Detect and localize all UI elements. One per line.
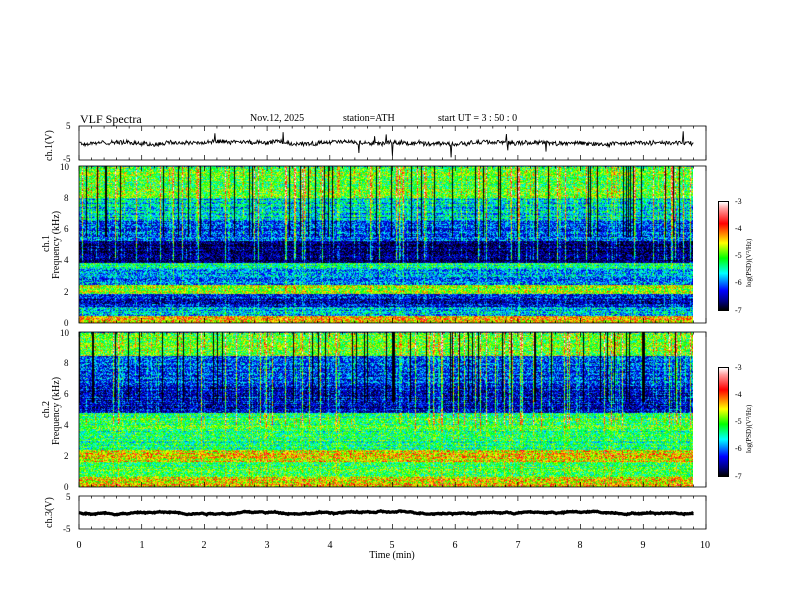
x-tick-1: 1 <box>140 540 145 551</box>
x-axis-label: Time (min) <box>369 550 414 561</box>
ch1-channel-label: ch.1 <box>41 235 52 252</box>
cbar1-tick-m5: -5 <box>735 251 742 260</box>
x-tick-3: 3 <box>265 540 270 551</box>
ch1-freq-tick-4: 4 <box>64 255 69 265</box>
ch1-freq-tick-6: 6 <box>64 224 69 234</box>
ch2-spectrogram-image <box>79 332 693 487</box>
x-tick-7: 7 <box>516 540 521 551</box>
x-tick-0: 0 <box>77 540 82 551</box>
chart-title: VLF Spectra <box>80 112 142 126</box>
ch2-colorbar <box>718 367 729 477</box>
x-tick-8: 8 <box>578 540 583 551</box>
ch1-voltage-ylabel: ch.1(V) <box>44 130 55 161</box>
ch1-spectrogram-image <box>79 166 693 323</box>
ch2-colorbar-label: log(PSD)(V²/Hz) <box>745 404 753 453</box>
cbar1-tick-m6: -6 <box>735 278 742 287</box>
ch2-spectrogram-frame <box>78 331 707 488</box>
ch2-freq-tick-2: 2 <box>64 451 69 461</box>
ch2-channel-label: ch.2 <box>41 401 52 418</box>
ch1-freq-ylabel: Frequency (kHz) <box>51 211 62 279</box>
cbar2-tick-m4: -4 <box>735 390 742 399</box>
x-tick-10: 10 <box>700 540 710 551</box>
station-label: station=ATH <box>343 113 395 124</box>
cbar2-tick-m5: -5 <box>735 417 742 426</box>
ch3-ytick-5: 5 <box>66 492 71 502</box>
ch3-voltage-ylabel: ch.3(V) <box>44 497 55 528</box>
ch2-freq-ticklabels: 0 2 4 6 8 10 <box>60 328 70 492</box>
cbar2-tick-m6: -6 <box>735 444 742 453</box>
ch3-voltage-trace <box>78 508 694 517</box>
ch2-freq-tick-10: 10 <box>60 328 70 338</box>
ch2-freq-ylabel: Frequency (kHz) <box>51 377 62 445</box>
ch1-colorbar-label: log(PSD)(V²/Hz) <box>745 238 753 287</box>
ch1-spectrogram-frame <box>78 165 707 324</box>
ch2-freq-tick-4: 4 <box>64 420 69 430</box>
ch3-ytick-neg5: -5 <box>63 524 71 534</box>
cbar1-tick-m4: -4 <box>735 224 742 233</box>
ch1-ytick-5: 5 <box>66 121 71 131</box>
cbar2-tick-m7: -7 <box>735 472 742 481</box>
x-tick-4: 4 <box>328 540 333 551</box>
x-tick-9: 9 <box>641 540 646 551</box>
start-time-label: start UT = 3 : 50 : 0 <box>438 113 518 124</box>
ch1-ytick-neg5: -5 <box>63 154 71 164</box>
ch2-freq-tick-6: 6 <box>64 389 69 399</box>
ch1-freq-tick-8: 8 <box>64 193 69 203</box>
cbar1-tick-m7: -7 <box>735 306 742 315</box>
x-tick-2: 2 <box>202 540 207 551</box>
x-tick-5: 5 <box>390 540 395 551</box>
axis-ticks <box>78 126 707 529</box>
ch2-freq-tick-8: 8 <box>64 358 69 368</box>
ch1-freq-tick-2: 2 <box>64 287 69 297</box>
ch1-freq-tick-10: 10 <box>60 162 70 172</box>
ch1-colorbar <box>718 201 729 311</box>
cbar2-tick-m3: -3 <box>735 363 742 372</box>
ch1-colorbar-ticks: -3 -4 -5 -6 -7 <box>735 197 742 315</box>
ch2-colorbar-ticks: -3 -4 -5 -6 -7 <box>735 363 742 481</box>
ch1-freq-tick-0: 0 <box>64 318 69 328</box>
x-tick-labels: 0 1 2 3 4 5 6 7 8 9 10 <box>77 540 711 551</box>
ch1-voltage-trace <box>78 131 694 158</box>
ch2-freq-tick-0: 0 <box>64 482 69 492</box>
date-label: Nov.12, 2025 <box>250 113 305 124</box>
x-tick-6: 6 <box>453 540 458 551</box>
ch1-freq-ticklabels: 0 2 4 6 8 10 <box>60 162 70 328</box>
cbar1-tick-m3: -3 <box>735 197 742 206</box>
